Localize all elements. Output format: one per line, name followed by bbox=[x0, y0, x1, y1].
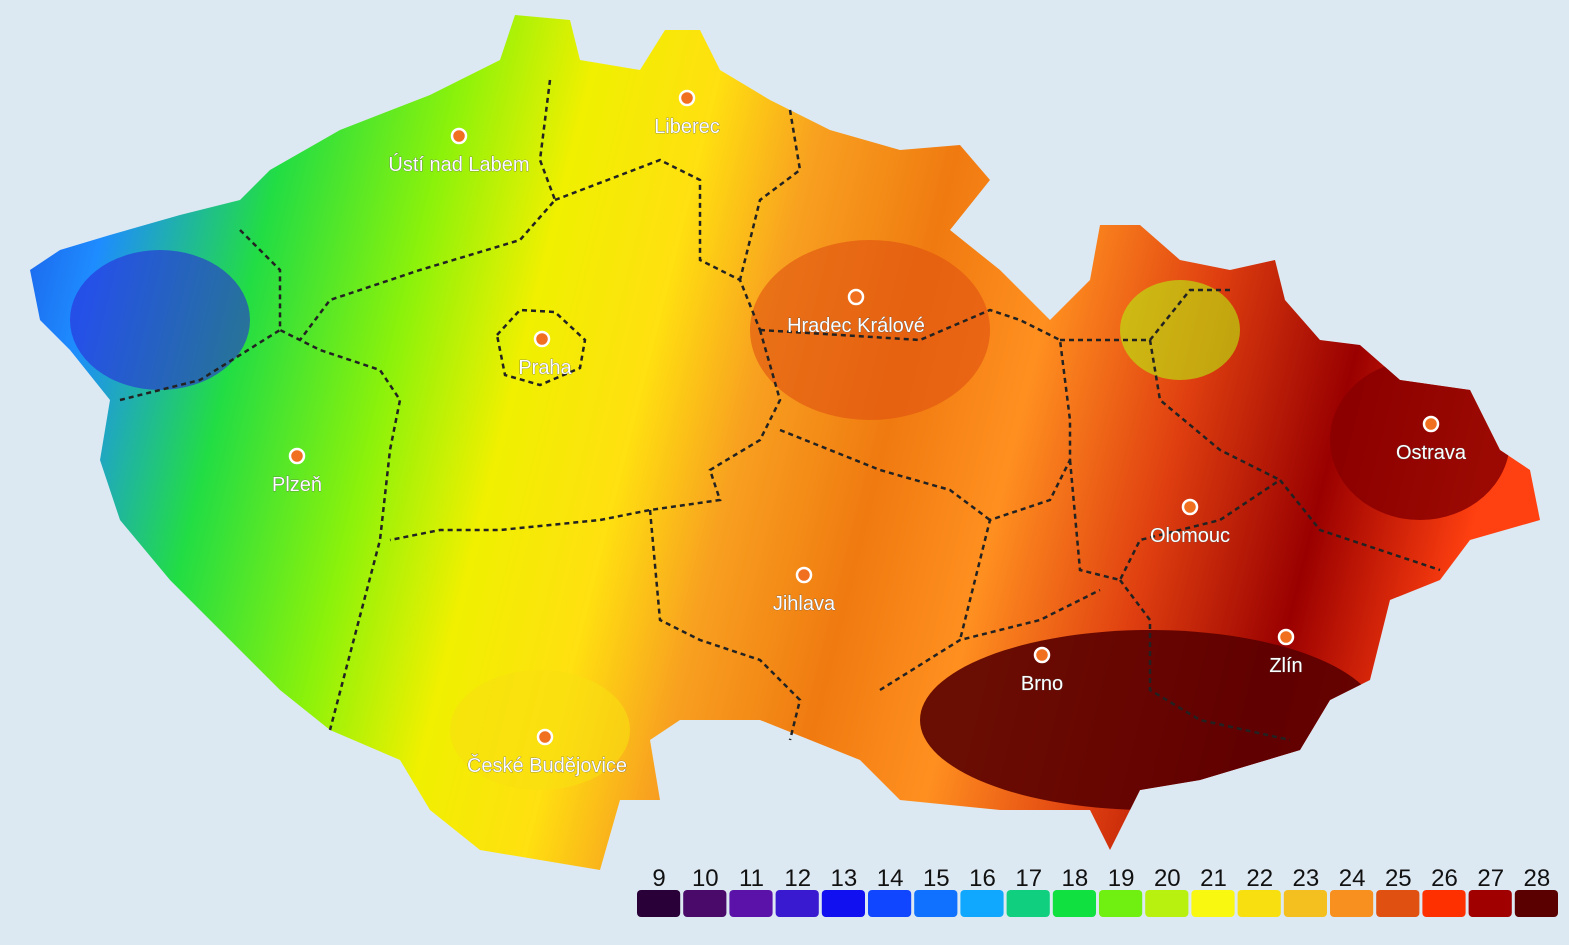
legend-label: 22 bbox=[1246, 865, 1273, 892]
legend-label: 21 bbox=[1200, 865, 1227, 892]
legend-label: 12 bbox=[784, 865, 811, 892]
legend-swatch bbox=[1514, 890, 1558, 917]
city-label: Jihlava bbox=[773, 593, 836, 615]
city-label: Olomouc bbox=[1150, 525, 1230, 547]
city-label: Plzeň bbox=[272, 474, 322, 496]
legend-label: 28 bbox=[1524, 865, 1551, 892]
legend-swatch bbox=[868, 890, 912, 917]
city-label: České Budějovice bbox=[467, 754, 627, 777]
legend-label: 26 bbox=[1431, 865, 1458, 892]
city-label: Ostrava bbox=[1396, 442, 1467, 464]
legend-swatch bbox=[683, 890, 727, 917]
legend-swatch bbox=[775, 890, 819, 917]
legend-label: 10 bbox=[692, 865, 719, 892]
city: Hradec Králové bbox=[787, 288, 925, 337]
legend-swatch bbox=[1330, 890, 1374, 917]
legend-label: 18 bbox=[1062, 865, 1089, 892]
legend-swatch bbox=[1099, 890, 1143, 917]
region-borders bbox=[119, 79, 1441, 742]
legend-swatch bbox=[1422, 890, 1466, 917]
city: Brno bbox=[1021, 646, 1063, 695]
city: Olomouc bbox=[1150, 498, 1230, 547]
legend: 9 10 11 12 13 14 15 16 17 18 19 20 21 22 23 24 25 26 27 28 bbox=[637, 865, 1558, 917]
city: Zlín bbox=[1269, 628, 1303, 677]
city: Ústí nad Labem bbox=[388, 127, 530, 176]
legend-swatch bbox=[1237, 890, 1281, 917]
legend-label: 20 bbox=[1154, 865, 1181, 892]
cities: Ústí nad Labem Liberec Hradec Králové Pr… bbox=[272, 89, 1467, 777]
legend-swatch bbox=[960, 890, 1004, 917]
legend-swatch bbox=[914, 890, 958, 917]
legend-swatch bbox=[1191, 890, 1235, 917]
legend-label: 16 bbox=[969, 865, 996, 892]
legend-label: 9 bbox=[652, 865, 665, 892]
city-label: Hradec Králové bbox=[787, 315, 925, 337]
legend-label: 15 bbox=[923, 865, 950, 892]
legend-label: 24 bbox=[1339, 865, 1366, 892]
city: Ostrava bbox=[1396, 415, 1467, 464]
city-label: Zlín bbox=[1269, 655, 1302, 677]
city: Liberec bbox=[654, 89, 720, 138]
legend-swatch bbox=[1468, 890, 1512, 917]
legend-label: 25 bbox=[1385, 865, 1412, 892]
legend-swatch bbox=[1052, 890, 1096, 917]
legend-label: 11 bbox=[739, 865, 764, 892]
legend-label: 27 bbox=[1477, 865, 1504, 892]
legend-swatch bbox=[1006, 890, 1050, 917]
legend-swatch bbox=[1376, 890, 1420, 917]
legend-swatch bbox=[729, 890, 773, 917]
city-label: Praha bbox=[518, 357, 572, 379]
legend-swatch bbox=[637, 890, 681, 917]
legend-swatch bbox=[1145, 890, 1189, 917]
legend-label: 23 bbox=[1293, 865, 1320, 892]
city: České Budějovice bbox=[467, 728, 627, 777]
city: Praha bbox=[518, 330, 573, 379]
legend-swatch bbox=[821, 890, 865, 917]
legend-label: 13 bbox=[831, 865, 858, 892]
legend-label: 17 bbox=[1015, 865, 1042, 892]
city-label: Liberec bbox=[654, 116, 720, 138]
legend-swatch bbox=[1283, 890, 1327, 917]
city: Plzeň bbox=[272, 447, 322, 496]
city: Jihlava bbox=[773, 566, 836, 615]
city-label: Ústí nad Labem bbox=[388, 153, 529, 176]
legend-label: 14 bbox=[877, 865, 904, 892]
city-label: Brno bbox=[1021, 673, 1063, 695]
legend-label: 19 bbox=[1108, 865, 1135, 892]
